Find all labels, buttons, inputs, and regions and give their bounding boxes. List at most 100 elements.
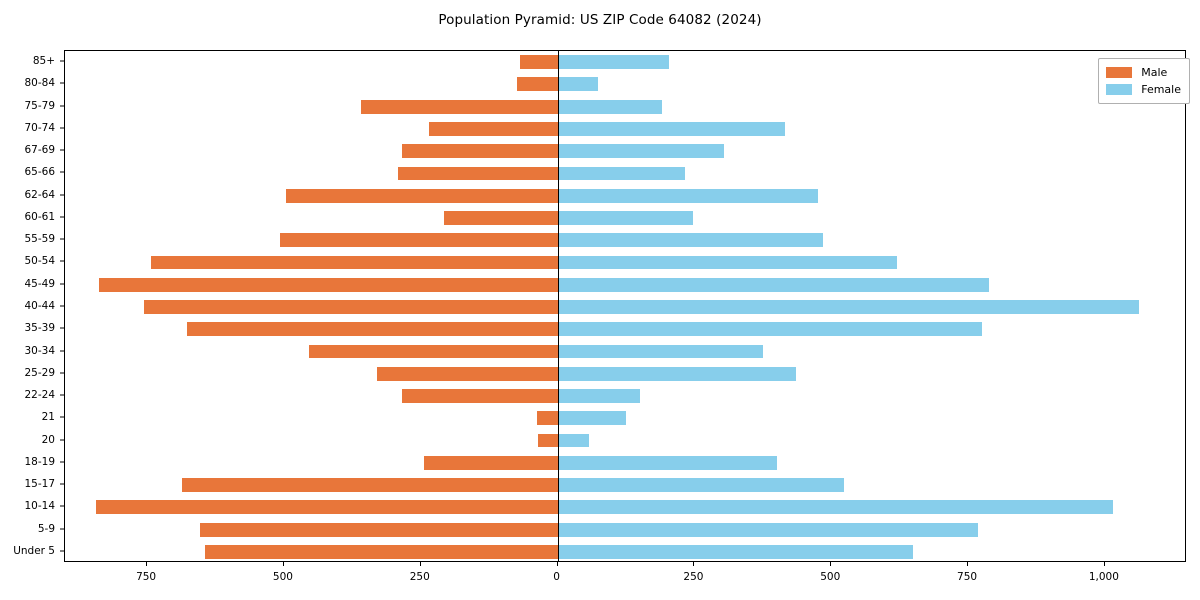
bar-female — [557, 99, 663, 114]
x-tick-label: 750 — [957, 571, 978, 583]
x-tick-label: 250 — [683, 571, 704, 583]
bar-row — [65, 433, 1185, 448]
x-tick-mark — [693, 562, 695, 566]
y-tick-mark — [60, 550, 64, 552]
x-tick-label: 250 — [409, 571, 430, 583]
y-tick-label: 75-79 — [24, 99, 55, 112]
bar-female — [557, 144, 724, 159]
y-tick-label: 25-29 — [24, 366, 55, 379]
bar-row — [65, 188, 1185, 203]
bar-row — [65, 455, 1185, 470]
bar-male — [538, 433, 558, 448]
y-tick-label: 22-24 — [24, 389, 55, 402]
bar-female — [557, 322, 983, 337]
bar-female — [557, 166, 686, 181]
y-tick-label: 45-49 — [24, 277, 55, 290]
bar-female — [557, 255, 898, 270]
y-tick-label: 60-61 — [24, 210, 55, 223]
y-tick-mark — [60, 394, 64, 396]
bar-row — [65, 277, 1185, 292]
bar-female — [557, 389, 641, 403]
y-tick-label: 30-34 — [24, 344, 55, 357]
y-tick-mark — [60, 461, 64, 463]
bar-row — [65, 322, 1185, 337]
bar-row — [65, 55, 1185, 70]
bar-row — [65, 344, 1185, 359]
bar-male — [444, 211, 558, 225]
bar-male — [285, 188, 558, 203]
bar-male — [98, 277, 558, 292]
bar-row — [65, 166, 1185, 181]
y-tick-mark — [60, 127, 64, 129]
y-tick-mark — [60, 82, 64, 84]
bar-row — [65, 366, 1185, 381]
bar-male — [402, 389, 558, 403]
x-tick-mark — [1103, 562, 1105, 566]
plot-area — [64, 50, 1186, 562]
bar-female — [557, 188, 819, 203]
bar-row — [65, 411, 1185, 426]
bar-female — [557, 55, 669, 70]
bar-row — [65, 144, 1185, 159]
y-tick-label: 70-74 — [24, 121, 55, 134]
bar-female — [557, 478, 845, 492]
x-tick-mark — [146, 562, 148, 566]
x-tick-mark — [556, 562, 558, 566]
bar-male — [308, 344, 558, 359]
bar-male — [424, 455, 558, 470]
bar-female — [557, 544, 913, 559]
y-tick-label: 10-14 — [24, 500, 55, 513]
bar-row — [65, 77, 1185, 92]
bar-row — [65, 211, 1185, 225]
bar-male — [96, 500, 558, 515]
bar-male — [200, 522, 558, 537]
y-tick-label: 35-39 — [24, 322, 55, 335]
y-tick-label: 18-19 — [24, 455, 55, 468]
y-tick-label: 15-17 — [24, 478, 55, 491]
y-tick-label: 20 — [41, 433, 55, 446]
y-tick-mark — [60, 505, 64, 507]
bar-female — [557, 522, 979, 537]
bar-male — [401, 144, 558, 159]
x-tick-label: 500 — [820, 571, 841, 583]
chart-title: Population Pyramid: US ZIP Code 64082 (2… — [438, 12, 762, 28]
y-tick-mark — [60, 350, 64, 352]
bar-female — [557, 433, 590, 448]
y-tick-label: 5-9 — [37, 522, 55, 535]
y-tick-label: 50-54 — [24, 255, 55, 268]
bar-male — [151, 255, 558, 270]
bar-row — [65, 122, 1185, 136]
y-tick-label: 21 — [41, 411, 55, 424]
y-tick-label: 67-69 — [24, 144, 55, 157]
y-tick-mark — [60, 439, 64, 441]
y-tick-mark — [60, 149, 64, 151]
bar-female — [557, 300, 1139, 314]
bar-female — [557, 122, 786, 136]
y-tick-label: 65-66 — [24, 166, 55, 179]
y-tick-mark — [60, 283, 64, 285]
bar-male — [537, 411, 558, 426]
bar-female — [557, 77, 598, 92]
bar-male — [181, 478, 558, 492]
y-tick-label: 85+ — [32, 55, 55, 68]
y-tick-mark — [60, 105, 64, 107]
y-tick-mark — [60, 194, 64, 196]
y-tick-mark — [60, 60, 64, 62]
legend-label-male: Male — [1141, 66, 1168, 79]
y-tick-mark — [60, 238, 64, 240]
bar-row — [65, 255, 1185, 270]
bar-male — [519, 55, 558, 70]
bar-row — [65, 300, 1185, 314]
bar-row — [65, 544, 1185, 559]
bar-row — [65, 99, 1185, 114]
x-tick-mark — [419, 562, 421, 566]
y-tick-label: 55-59 — [24, 233, 55, 246]
zero-axis-line — [557, 51, 559, 561]
bar-female — [557, 411, 626, 426]
x-tick-mark — [830, 562, 832, 566]
x-tick-label: 1,000 — [1088, 571, 1119, 583]
x-tick-label: 500 — [272, 571, 293, 583]
y-tick-label: 40-44 — [24, 300, 55, 312]
bar-female — [557, 366, 797, 381]
